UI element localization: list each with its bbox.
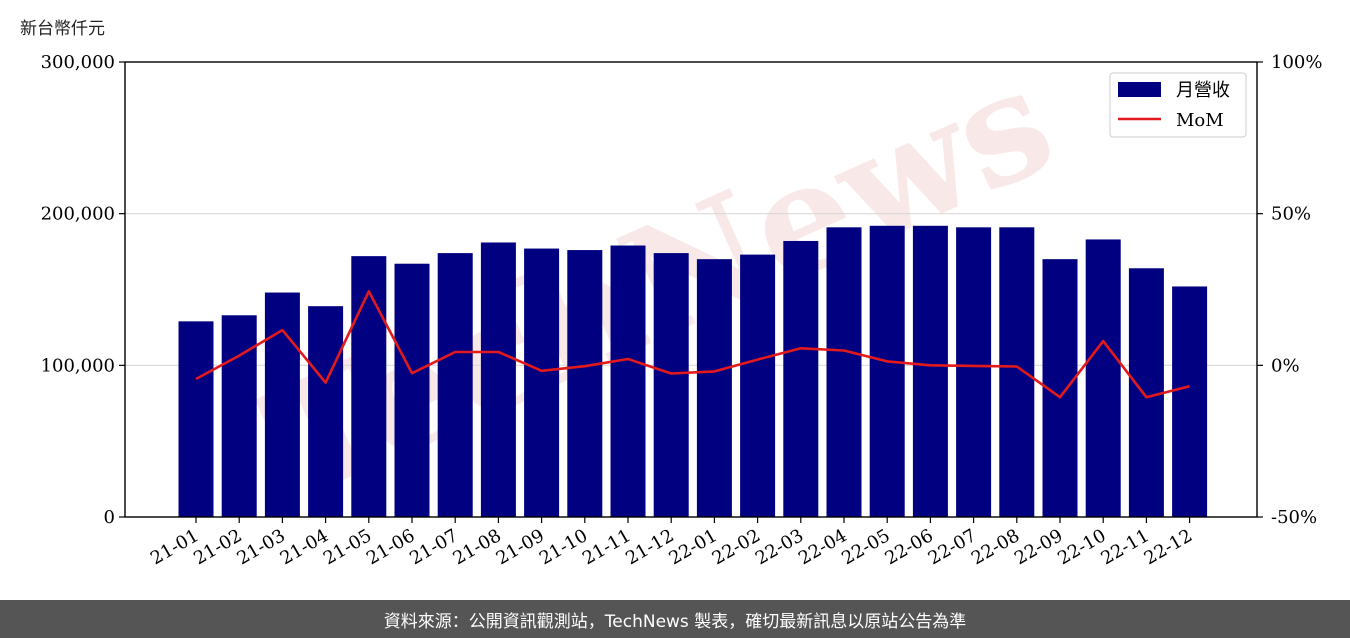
bar-monthly-revenue [610, 245, 646, 517]
bar-monthly-revenue [178, 321, 214, 517]
y-tick-label: 200,000 [41, 204, 115, 225]
x-tick-label: 21-03 [233, 525, 288, 569]
x-tick-label: 22-08 [968, 525, 1023, 569]
x-tick-label: 21-12 [622, 525, 677, 569]
y2-tick-label: 0% [1271, 355, 1300, 376]
x-tick-label: 22-02 [709, 525, 764, 569]
bar-monthly-revenue [653, 253, 689, 517]
x-tick-label: 21-02 [190, 525, 245, 569]
plot-frame [124, 61, 1258, 518]
bar-monthly-revenue [956, 227, 992, 518]
legend-swatch-bar [1118, 82, 1161, 97]
x-tick-label: 21-09 [493, 525, 548, 569]
x-tick-label: 21-01 [147, 525, 202, 569]
x-tick-label: 21-11 [579, 525, 634, 569]
y2-tick-label: 100% [1271, 52, 1322, 73]
x-tick-label: 22-12 [1141, 525, 1196, 569]
bar-monthly-revenue [869, 225, 905, 518]
bar-monthly-revenue [1085, 239, 1121, 517]
y2-tick-label: -50% [1271, 507, 1317, 528]
bar-monthly-revenue [826, 227, 862, 518]
y-tick-label: 100,000 [41, 355, 115, 376]
x-tick-label: 22-10 [1054, 525, 1109, 569]
legend-label-revenue: 月營收 [1176, 80, 1230, 101]
x-tick-label: 21-10 [536, 525, 591, 569]
bar-monthly-revenue [740, 254, 776, 517]
bar-monthly-revenue [912, 225, 948, 518]
bar-monthly-revenue [394, 263, 430, 517]
y-tick-label: 300,000 [41, 52, 115, 73]
x-tick-label: 21-07 [406, 525, 461, 569]
bar-monthly-revenue [308, 306, 344, 517]
legend-label-mom: MoM [1176, 110, 1224, 131]
bar-monthly-revenue [524, 248, 560, 518]
bar-monthly-revenue [1128, 268, 1164, 517]
source-note: 資料來源：公開資訊觀測站，TechNews 製表，確切最新訊息以原站公告為準 [383, 611, 967, 632]
line-mom [195, 289, 1190, 399]
x-tick-label: 21-08 [449, 525, 504, 569]
bar-monthly-revenue [999, 227, 1035, 518]
x-tick-label: 22-05 [838, 525, 893, 569]
bar-monthly-revenue [480, 242, 516, 517]
x-tick-label: 22-03 [752, 525, 807, 569]
x-tick-label: 22-01 [665, 525, 720, 569]
bar-monthly-revenue [221, 315, 257, 517]
x-tick-label: 22-11 [1097, 525, 1152, 569]
x-tick-label: 21-05 [320, 525, 375, 569]
x-tick-label: 21-04 [277, 525, 332, 569]
bar-monthly-revenue [567, 250, 603, 518]
bar-monthly-revenue [696, 259, 732, 517]
x-tick-label: 22-07 [925, 525, 980, 569]
y2-tick-label: 50% [1271, 204, 1311, 225]
y-axis-unit-label: 新台幣仟元 [20, 19, 105, 39]
x-tick-label: 22-04 [795, 525, 850, 569]
x-tick-label: 22-09 [1011, 525, 1066, 569]
x-tick-label: 22-06 [881, 525, 936, 569]
bar-monthly-revenue [264, 292, 300, 517]
revenue-chart: TechNews新台幣仟元0100,000200,000300,000-50%0… [20, 19, 1322, 569]
source-footer: 資料來源：公開資訊觀測站，TechNews 製表，確切最新訊息以原站公告為準 [0, 600, 1350, 638]
x-tick-label: 21-06 [363, 525, 418, 569]
bar-monthly-revenue [783, 240, 819, 517]
bar-monthly-revenue [351, 256, 387, 517]
bar-monthly-revenue [437, 253, 473, 517]
y-tick-label: 0 [104, 507, 115, 528]
bar-monthly-revenue [1172, 286, 1208, 517]
